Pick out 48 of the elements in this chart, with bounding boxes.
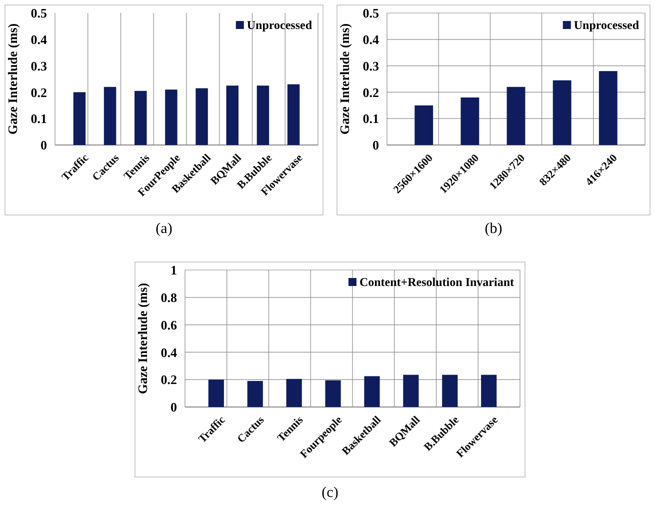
bar: [247, 380, 263, 407]
bar: [403, 374, 419, 407]
y-tick-label: 0.3: [30, 58, 48, 74]
y-axis-title: Gaze Interlude (ms): [5, 23, 20, 135]
y-tick-label: 0: [372, 138, 379, 153]
bar: [552, 80, 572, 145]
y-axis-title: Gaze Interlude (ms): [337, 23, 352, 135]
y-tick-label: 0.2: [30, 84, 47, 100]
legend-label: Unprocessed: [574, 18, 640, 32]
bar: [73, 92, 86, 145]
y-tick-label: 0.1: [362, 111, 379, 126]
bar: [286, 378, 302, 407]
y-tick-label: 0.4: [362, 32, 380, 47]
y-tick-label: 0.6: [160, 317, 178, 332]
y-tick-label: 0.2: [362, 84, 379, 100]
y-tick-label: 0.4: [30, 32, 48, 47]
bar: [460, 97, 480, 145]
y-tick-label: 0: [40, 138, 47, 153]
y-tick-label: 1: [170, 262, 177, 278]
text: (b): [484, 221, 502, 237]
text: (a): [156, 221, 172, 237]
bar: [506, 86, 526, 145]
y-tick-label: 0.4: [160, 344, 178, 360]
y-tick-label: 0.3: [362, 58, 380, 74]
bar: [364, 376, 380, 407]
bar: [226, 86, 238, 145]
y-axis-title: Gaze Interlude (ms): [135, 282, 150, 394]
bar: [196, 88, 208, 145]
y-tick-label: 0.8: [160, 290, 178, 305]
legend-label: Content+Resolution Invariant: [359, 275, 514, 290]
bar: [442, 374, 458, 407]
bar: [481, 374, 497, 407]
bar: [256, 86, 270, 145]
bar: [134, 90, 147, 145]
bar: [208, 380, 224, 407]
y-tick-label: 0.5: [362, 6, 380, 21]
y-tick-label: 0.5: [30, 6, 48, 21]
bar: [325, 380, 341, 407]
bar: [414, 105, 434, 145]
legend-label: Unprocessed: [246, 18, 312, 32]
bar: [287, 84, 300, 145]
text: (c): [322, 485, 338, 501]
y-tick-label: 0.2: [160, 372, 177, 388]
bar: [165, 90, 178, 145]
y-tick-label: 0: [170, 400, 177, 415]
bar: [598, 71, 618, 145]
y-tick-label: 0.1: [30, 111, 47, 126]
bar: [104, 86, 116, 145]
